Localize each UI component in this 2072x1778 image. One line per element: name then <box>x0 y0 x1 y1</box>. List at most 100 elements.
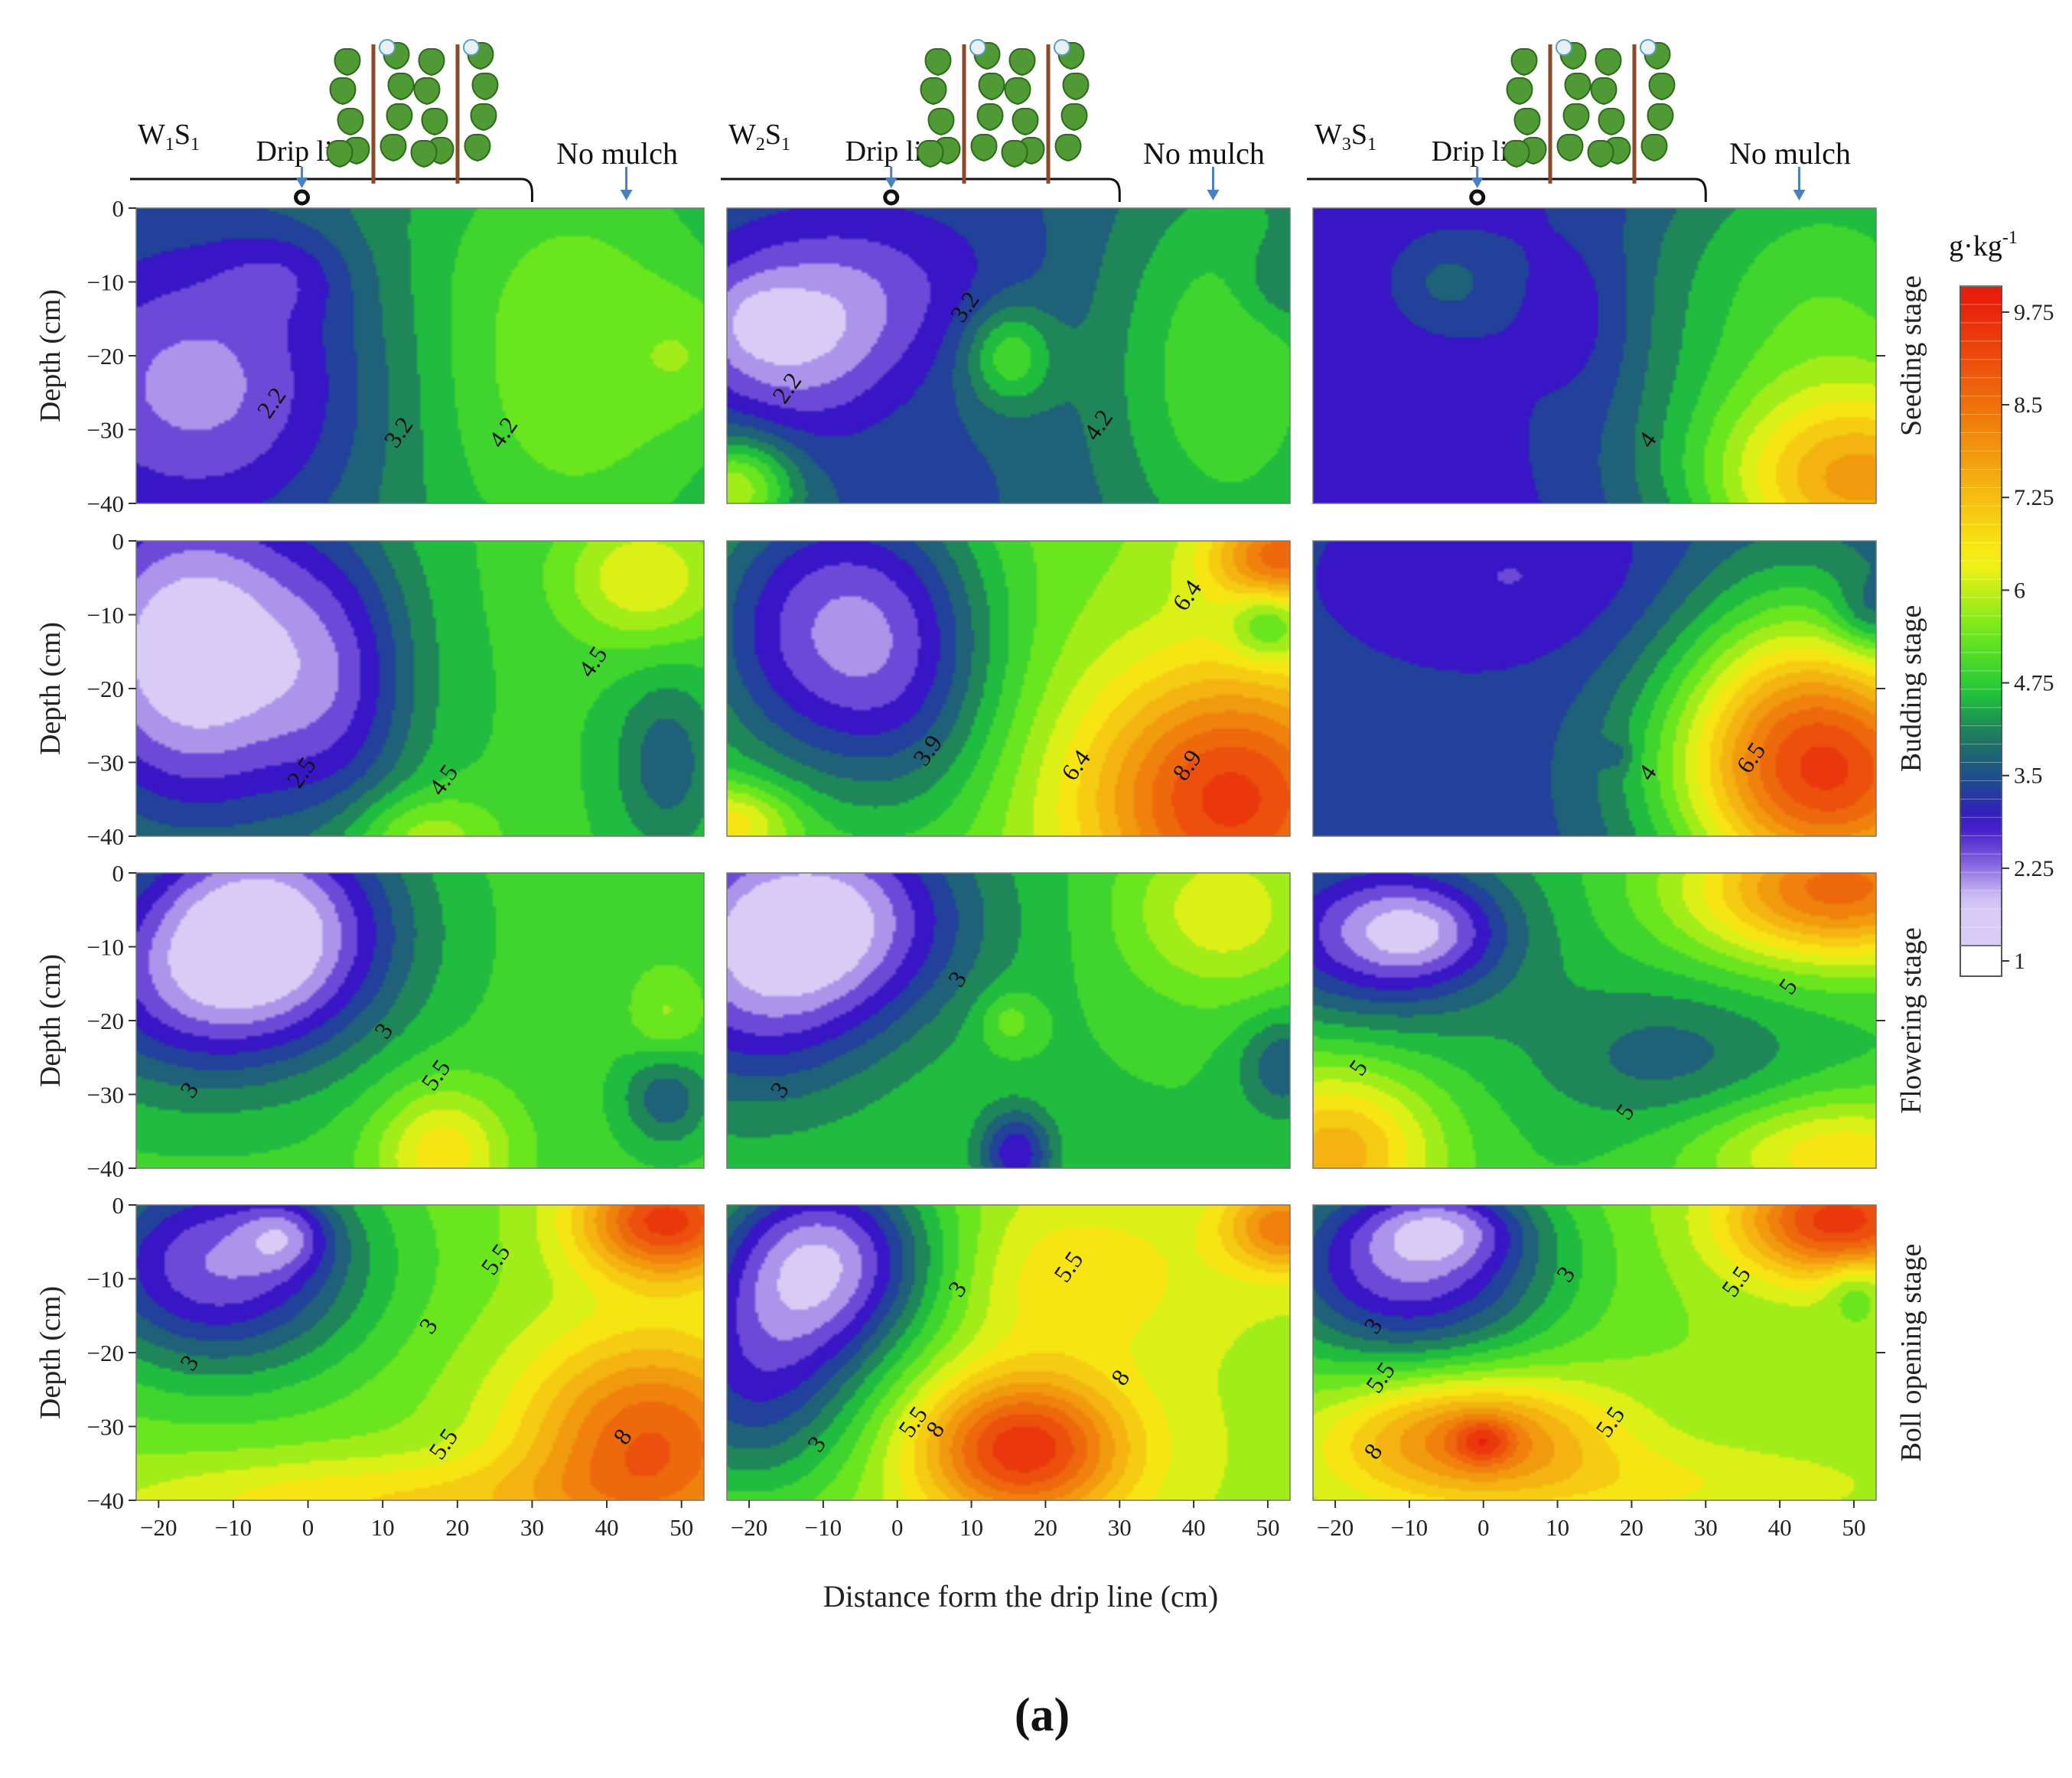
contour-field <box>136 541 704 836</box>
cotton-plant-icon <box>917 39 1005 184</box>
x-tick-label: 30 <box>1694 1514 1718 1541</box>
y-tick-label: −20 <box>87 676 124 702</box>
panel-frame <box>726 1204 1291 1501</box>
contour-field <box>136 873 704 1168</box>
drip-emitter-icon <box>294 189 311 206</box>
contour-field <box>727 1205 1290 1500</box>
y-axis-title: Depth (cm) <box>34 289 67 422</box>
contour-panel: 555 <box>1312 872 1877 1169</box>
no-mulch-label: No mulch <box>556 136 678 171</box>
x-tick-label: −20 <box>140 1514 177 1541</box>
contour-panel: 335.585.58 <box>726 1204 1291 1501</box>
no-mulch-arrowhead-icon <box>1793 190 1806 200</box>
y-tick-label: 0 <box>112 195 125 222</box>
x-tick-label: 50 <box>1842 1514 1865 1541</box>
y-tick-label: −20 <box>87 1008 124 1034</box>
x-tick-label: 40 <box>1182 1514 1206 1541</box>
contour-field <box>1313 873 1876 1168</box>
x-tick-label: 0 <box>1477 1514 1490 1541</box>
colorbar-tick-label: 8.5 <box>2014 392 2043 418</box>
y-tick-label: −30 <box>87 1414 124 1441</box>
y-tick-label: −30 <box>87 1082 124 1109</box>
y-tick-label: −40 <box>87 1487 124 1514</box>
x-tick-label: 40 <box>1768 1514 1792 1541</box>
drip-emitter-icon <box>1469 189 1486 206</box>
cotton-plant-icon <box>410 39 499 184</box>
y-tick-label: 0 <box>112 860 125 887</box>
colorbar: 9.75 8.5 7.25 6 4.75 3.5 2.25 1 g·kg-1 <box>1949 228 2054 977</box>
stage-label: Seeding stage <box>1895 275 1927 436</box>
treatment-label: W3S1 <box>1315 119 1376 155</box>
cotton-plant-icon <box>1587 39 1676 184</box>
no-mulch-label: No mulch <box>1729 136 1851 171</box>
figure-caption: (a) <box>1015 1689 1070 1741</box>
cotton-plant-icon <box>326 39 415 184</box>
y-tick-label: 0 <box>112 528 125 555</box>
stage-label: Budding stage <box>1895 605 1927 772</box>
contour-field <box>1313 208 1876 503</box>
x-tick-label: 30 <box>1108 1514 1132 1541</box>
x-tick-label: 40 <box>595 1514 619 1541</box>
colorbar-tick-label: 7.25 <box>2014 485 2054 510</box>
x-tick-label: −10 <box>805 1514 842 1541</box>
contour-field <box>727 208 1290 503</box>
contour-panel: 4 6.5 <box>1312 540 1877 837</box>
treatment-label: W1S1 <box>138 119 200 155</box>
contour-panels: 2.23.2 4.22.23.24.2 42.5 4.54.53.9 6.4 8.96.4… <box>135 207 1877 1501</box>
drip-arrowhead-icon <box>885 177 898 188</box>
contour-panel: 335.55.5 8 <box>135 1204 705 1501</box>
y-tick-label: −20 <box>87 343 124 370</box>
panel-frame <box>726 872 1291 1169</box>
contour-field <box>727 873 1290 1168</box>
y-tick-label: −10 <box>87 269 124 296</box>
cotton-plant-icon <box>1503 39 1591 184</box>
contour-panel: 3.9 6.4 8.96.4 <box>726 540 1291 837</box>
x-tick-label: 50 <box>669 1514 693 1541</box>
x-tick-label: 10 <box>1546 1514 1569 1541</box>
y-tick-label: 0 <box>112 1192 125 1219</box>
x-tick-label: 20 <box>1034 1514 1057 1541</box>
y-tick-label: −40 <box>87 1155 124 1182</box>
contour-field <box>1313 541 1876 836</box>
stage-label: Flowering stage <box>1895 927 1927 1114</box>
x-tick-label: 50 <box>1256 1514 1279 1541</box>
drip-emitter-icon <box>883 189 900 206</box>
mulch-film-line <box>130 177 533 202</box>
contour-field <box>136 208 704 503</box>
treatment-label: W2S1 <box>728 119 790 155</box>
y-tick-label: −10 <box>87 602 124 629</box>
x-tick-label: −20 <box>1317 1514 1354 1541</box>
axes: 0 −10 −20 −30 −40 Depth (cm) 0 −10 −20 −30 −40 Dept… <box>34 195 1927 1541</box>
y-tick-label: −30 <box>87 417 124 444</box>
no-mulch-arrowhead-icon <box>620 190 633 200</box>
colorbar-gradient <box>1960 285 2002 946</box>
x-tick-label: 20 <box>445 1514 469 1541</box>
no-mulch-label: No mulch <box>1143 136 1265 171</box>
colorbar-tick-label: 2.25 <box>2014 856 2054 881</box>
colorbar-unit: g·kg-1 <box>1949 228 2018 262</box>
mulch-film-line <box>721 177 1121 202</box>
colorbar-tick-label: 9.75 <box>2014 300 2054 325</box>
drip-arrowhead-icon <box>1471 177 1484 188</box>
x-tick-label: 10 <box>371 1514 395 1541</box>
contour-panel: 4 <box>1312 207 1877 504</box>
x-tick-label: 10 <box>959 1514 983 1541</box>
contour-panel: 335.5 <box>135 872 705 1169</box>
panel-frame <box>726 207 1291 504</box>
colorbar-tick-label: 4.75 <box>2014 671 2054 696</box>
y-axis-title: Depth (cm) <box>34 622 67 755</box>
x-tick-label: 20 <box>1620 1514 1644 1541</box>
contour-panel: 2.23.24.2 <box>726 207 1291 504</box>
y-tick-label: −30 <box>87 750 124 777</box>
y-tick-label: −40 <box>87 823 124 850</box>
y-tick-label: −10 <box>87 934 124 961</box>
contour-field <box>727 541 1290 836</box>
drip-arrowhead-icon <box>295 177 308 188</box>
colorbar-tick-label: 1 <box>2014 949 2025 974</box>
contour-panel: 2.5 4.54.5 <box>135 540 705 837</box>
x-tick-label: −20 <box>731 1514 767 1541</box>
x-tick-label: −10 <box>215 1514 252 1541</box>
x-tick-label: −10 <box>1391 1514 1428 1541</box>
y-tick-label: −10 <box>87 1266 124 1293</box>
